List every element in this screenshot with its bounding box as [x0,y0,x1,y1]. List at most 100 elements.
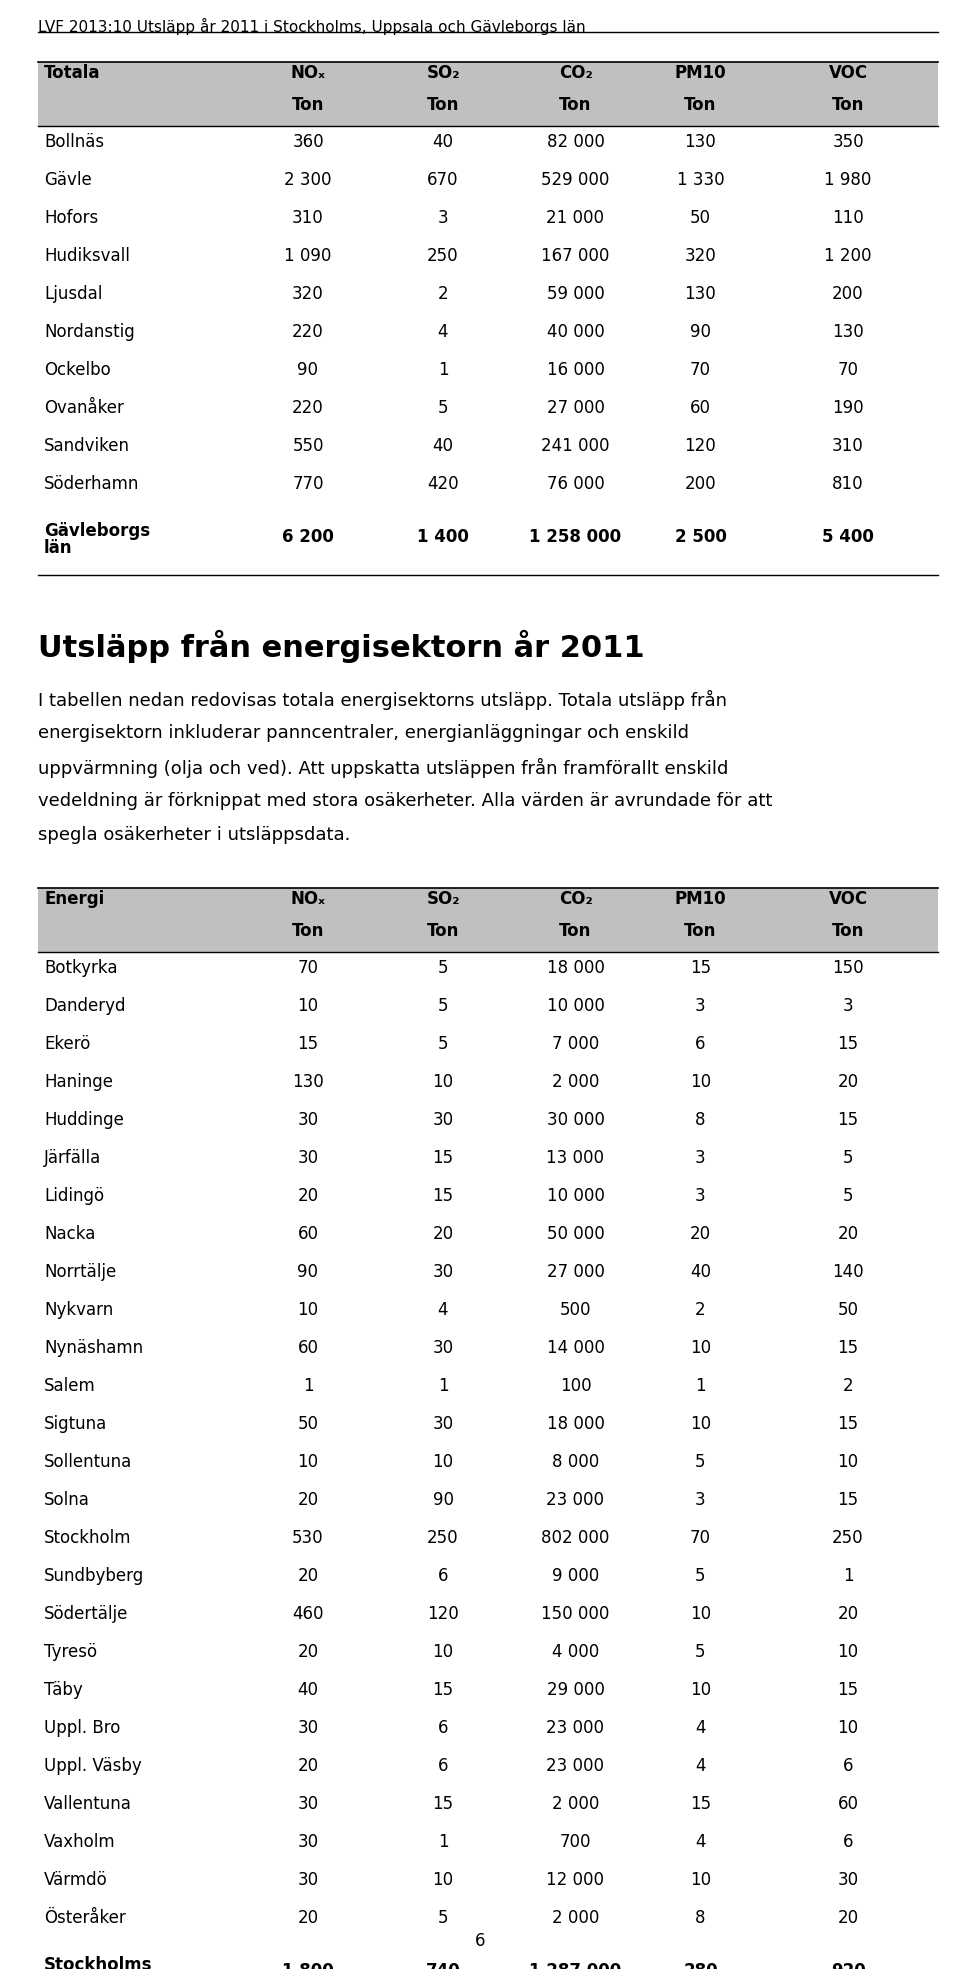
Text: 14 000: 14 000 [546,1339,605,1357]
Text: 30: 30 [432,1339,453,1357]
Text: 20: 20 [298,1491,319,1508]
Text: 9 000: 9 000 [552,1567,599,1585]
Text: 1 200: 1 200 [825,246,872,266]
Text: 670: 670 [427,171,459,189]
Text: 6: 6 [843,1833,853,1851]
Text: 3: 3 [695,1187,706,1205]
Text: 20: 20 [298,1910,319,1928]
Text: 50: 50 [837,1302,858,1319]
Text: 5: 5 [438,996,448,1014]
Text: Haninge: Haninge [44,1073,113,1091]
Text: 21 000: 21 000 [546,209,605,226]
Text: 1: 1 [438,1376,448,1394]
Text: Hofors: Hofors [44,209,98,226]
Text: 10: 10 [298,996,319,1014]
Text: 250: 250 [427,246,459,266]
Text: Ton: Ton [560,96,591,114]
Text: 10: 10 [690,1073,711,1091]
Text: 4: 4 [695,1833,706,1851]
Text: 23 000: 23 000 [546,1719,605,1737]
Text: 130: 130 [684,134,716,152]
Text: 2 500: 2 500 [675,528,727,545]
Text: 4: 4 [695,1756,706,1774]
Text: 15: 15 [432,1796,453,1813]
Text: 12 000: 12 000 [546,1871,605,1888]
Text: 23 000: 23 000 [546,1491,605,1508]
Text: 20: 20 [298,1187,319,1205]
Text: 1 330: 1 330 [677,171,724,189]
Text: 5: 5 [843,1150,853,1168]
Text: Norrtälje: Norrtälje [44,1262,116,1282]
Text: 4: 4 [438,323,448,341]
Text: 10: 10 [690,1682,711,1699]
Text: 1 400: 1 400 [417,528,468,545]
Text: Totala: Totala [44,65,101,83]
Text: 1 258 000: 1 258 000 [529,528,621,545]
Text: 280: 280 [684,1961,718,1969]
Text: 40: 40 [433,134,453,152]
Text: Gävleborgs: Gävleborgs [44,522,150,540]
Text: 20: 20 [837,1605,858,1622]
Text: 27 000: 27 000 [546,1262,605,1282]
Text: 5: 5 [695,1567,706,1585]
Text: 20: 20 [837,1910,858,1928]
Text: 29 000: 29 000 [546,1682,605,1699]
Text: 6: 6 [843,1756,853,1774]
Text: 1 800: 1 800 [282,1961,334,1969]
Text: 16 000: 16 000 [546,360,605,378]
Text: 350: 350 [832,134,864,152]
Text: 130: 130 [292,1073,324,1091]
Text: 70: 70 [690,360,711,378]
Text: 500: 500 [560,1302,591,1319]
Text: 4: 4 [695,1719,706,1737]
Text: 320: 320 [684,246,716,266]
Text: 3: 3 [695,1491,706,1508]
Text: 70: 70 [837,360,858,378]
Text: 190: 190 [832,400,864,417]
Text: 250: 250 [427,1530,459,1548]
Text: Salem: Salem [44,1376,96,1394]
Text: 530: 530 [292,1530,324,1548]
Text: Sandviken: Sandviken [44,437,130,455]
Text: Södertälje: Södertälje [44,1605,129,1622]
Text: 200: 200 [684,475,716,492]
Text: 220: 220 [292,400,324,417]
Text: 1: 1 [438,360,448,378]
Text: 30: 30 [298,1871,319,1888]
Text: 5: 5 [695,1642,706,1662]
Text: 700: 700 [560,1833,591,1851]
Text: Nordanstig: Nordanstig [44,323,134,341]
Text: 550: 550 [292,437,324,455]
Text: 150 000: 150 000 [541,1605,610,1622]
Text: 6: 6 [438,1567,448,1585]
Text: Värmdö: Värmdö [44,1871,108,1888]
Text: Sigtuna: Sigtuna [44,1416,108,1433]
Text: 10: 10 [298,1453,319,1471]
Text: 130: 130 [832,323,864,341]
Text: 8: 8 [695,1910,706,1928]
Text: 810: 810 [832,475,864,492]
Text: 70: 70 [690,1530,711,1548]
Bar [38,61,938,126]
Text: 10: 10 [690,1605,711,1622]
Text: Vallentuna: Vallentuna [44,1796,132,1813]
Text: Solna: Solna [44,1491,90,1508]
Text: 15: 15 [432,1682,453,1699]
Text: 100: 100 [560,1376,591,1394]
Text: 310: 310 [832,437,864,455]
Text: 50 000: 50 000 [546,1225,605,1242]
Text: 360: 360 [292,134,324,152]
Text: 30: 30 [837,1871,858,1888]
Text: NOₓ: NOₓ [291,65,325,83]
Text: 8 000: 8 000 [552,1453,599,1471]
Text: CO₂: CO₂ [559,890,592,908]
Text: 10: 10 [432,1073,453,1091]
Text: 15: 15 [690,1796,711,1813]
Text: Ton: Ton [831,921,864,941]
Text: 30 000: 30 000 [546,1111,605,1128]
Text: 310: 310 [292,209,324,226]
Text: 15: 15 [837,1416,858,1433]
Text: 120: 120 [427,1605,459,1622]
Text: 15: 15 [837,1339,858,1357]
Text: Nacka: Nacka [44,1225,95,1242]
